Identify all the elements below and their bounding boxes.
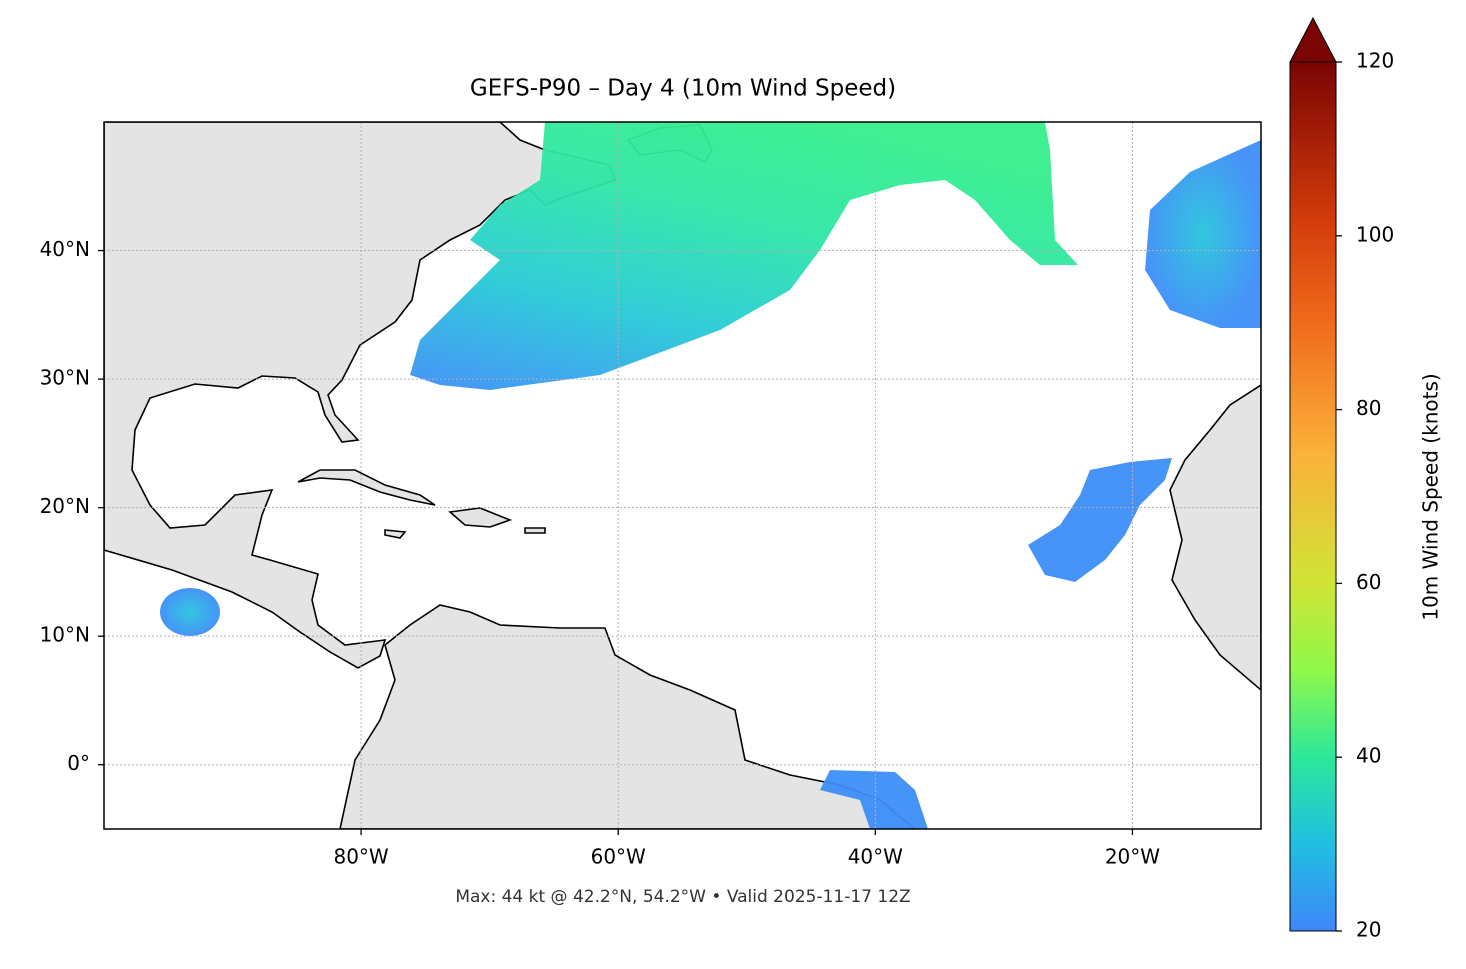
south-america — [339, 604, 917, 829]
x-tick-label: 60°W — [591, 845, 646, 869]
wind-area — [820, 770, 928, 829]
x-tick-label: 40°W — [848, 845, 903, 869]
colorbar-tick-label: 120 — [1356, 49, 1394, 73]
title: GEFS-P90 – Day 4 (10m Wind Speed) — [470, 76, 896, 102]
y-tick-label: 40°N — [40, 237, 90, 261]
colorbar-label: 10m Wind Speed (knots) — [1419, 373, 1443, 620]
colorbar-tick-label: 20 — [1356, 918, 1381, 942]
map-layers — [104, 122, 1261, 829]
wind-area — [1145, 140, 1261, 328]
wind-field — [160, 122, 1261, 829]
wind-area — [160, 588, 220, 636]
y-tick-label: 0° — [67, 751, 90, 775]
puerto-rico — [524, 527, 546, 534]
colorbar-tick-label: 80 — [1356, 396, 1381, 420]
footer: Max: 44 kt @ 42.2°N, 54.2°W • Valid 2025… — [455, 887, 910, 907]
wind-area — [1028, 458, 1172, 582]
jamaica — [384, 529, 407, 539]
colorbar — [1289, 61, 1337, 932]
colorbar-extend — [1289, 16, 1337, 63]
colorbar-tick-label: 40 — [1356, 744, 1381, 768]
y-tick-label: 30°N — [40, 366, 90, 390]
grid — [104, 122, 1261, 829]
cuba — [297, 469, 436, 506]
colorbar-tick-label: 100 — [1356, 222, 1394, 246]
x-tick-label: 80°W — [333, 845, 388, 869]
map-frame — [103, 121, 1262, 830]
y-tick-label: 10°N — [40, 623, 90, 647]
hispaniola — [448, 507, 513, 528]
wind-area — [410, 122, 1078, 390]
colorbar-tick-label: 60 — [1356, 570, 1381, 594]
y-tick-label: 20°N — [40, 494, 90, 518]
africa — [1169, 384, 1261, 692]
x-tick-label: 20°W — [1105, 845, 1160, 869]
